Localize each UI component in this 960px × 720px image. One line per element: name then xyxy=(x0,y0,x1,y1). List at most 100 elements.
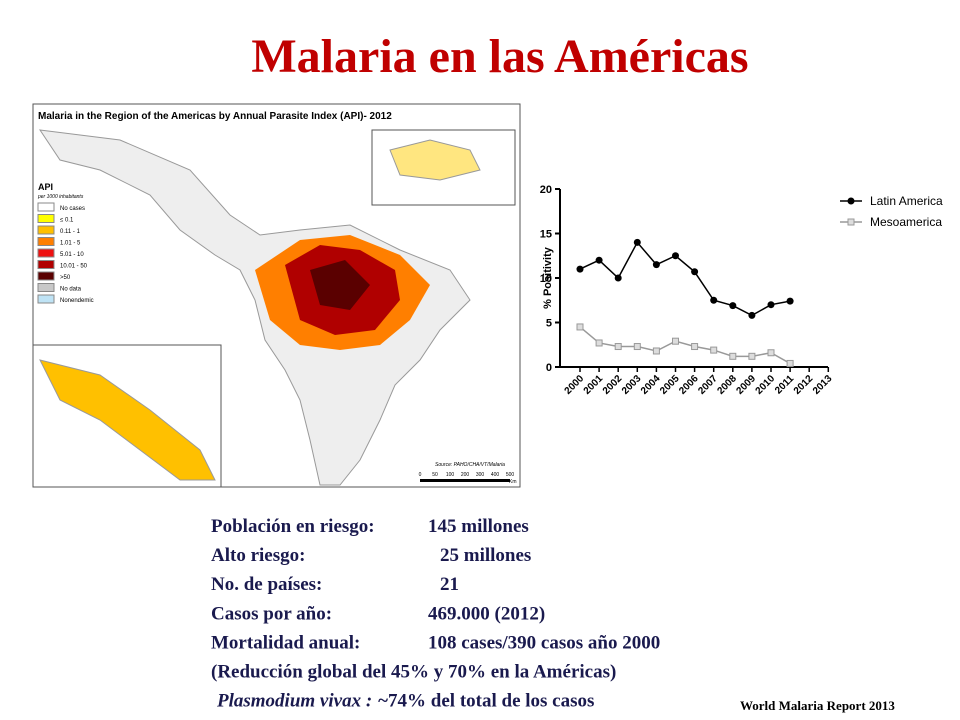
x-tick-label: 2007 xyxy=(696,373,720,397)
stat-value: ~74% del total de los casos xyxy=(378,691,594,712)
inset-land xyxy=(389,139,481,181)
land xyxy=(38,129,471,486)
map-scale-label: 100 xyxy=(446,472,455,478)
stat-value: 108 cases/390 casos año 2000 xyxy=(428,632,660,653)
map-legend-label: 0.11 - 1 xyxy=(60,229,81,235)
map-legend-swatch xyxy=(37,214,55,223)
map-scale-label: 200 xyxy=(461,472,470,478)
slide-title: Malaria en las Américas xyxy=(251,30,748,83)
y-tick-label: 5 xyxy=(546,318,552,330)
x-tick-label: 2000 xyxy=(563,373,587,397)
map-legend-title: API xyxy=(38,182,53,192)
y-tick-label: 20 xyxy=(540,184,552,196)
map-legend-swatch xyxy=(37,271,55,281)
marker xyxy=(576,323,584,331)
marker xyxy=(691,343,699,351)
map-legend-label: 1.01 - 5 xyxy=(60,241,81,247)
map-scale-label: 50 xyxy=(432,472,438,478)
map: Malaria in the Region of the Americas by… xyxy=(32,103,521,488)
marker xyxy=(595,256,603,264)
y-tick-label: 0 xyxy=(546,362,552,374)
map-legend-swatch xyxy=(37,237,55,246)
legend-marker xyxy=(847,218,855,226)
stat-label: Casos por año: xyxy=(211,603,332,624)
x-tick-label: 2013 xyxy=(811,373,835,397)
x-tick-label: 2012 xyxy=(792,373,816,397)
marker xyxy=(652,347,660,355)
map-legend-subtitle: per 1000 inhabitants xyxy=(37,194,84,200)
map-legend-label: 5.01 - 10 xyxy=(60,252,84,258)
inset-land xyxy=(39,359,216,481)
marker xyxy=(614,343,622,351)
x-tick-label: 2010 xyxy=(754,373,778,397)
map-legend-label: No data xyxy=(60,287,82,293)
x-tick-label: 2003 xyxy=(620,373,644,397)
map-legend-label: >50 xyxy=(60,275,71,281)
map-source: Source: PAHO/CHA/VT/Malaria xyxy=(435,462,505,468)
stat-label: Mortalidad anual: xyxy=(211,632,360,653)
map-legend-label: ≤ 0.1 xyxy=(60,218,74,224)
marker xyxy=(691,268,699,276)
map-legend-swatch xyxy=(37,294,55,304)
marker xyxy=(786,359,794,367)
legend-label: Latin America xyxy=(870,194,943,208)
y-tick-label: 10 xyxy=(540,273,552,285)
map-scale-unit: Km xyxy=(509,479,517,485)
stats: Población en riesgo: 145 millones Alto rie… xyxy=(211,516,660,712)
series-line xyxy=(579,326,791,365)
map-scale-label: 300 xyxy=(476,472,485,478)
marker xyxy=(614,274,622,282)
map-legend-swatch xyxy=(37,225,55,235)
map-scale-label: 500 xyxy=(506,472,515,478)
stat-label: Plasmodium vivax : xyxy=(216,691,372,712)
marker xyxy=(729,302,737,310)
map-title: Malaria in the Region of the Americas by… xyxy=(38,111,392,122)
marker xyxy=(729,352,737,360)
marker xyxy=(767,349,775,357)
marker xyxy=(595,339,603,347)
map-legend-label: No cases xyxy=(60,206,85,212)
marker xyxy=(786,297,794,305)
y-axis-label: % Positivity xyxy=(542,246,554,309)
marker xyxy=(672,337,679,345)
stat-label: Alto riesgo: xyxy=(211,545,305,566)
x-tick-label: 2009 xyxy=(735,373,759,397)
x-tick-label: 2008 xyxy=(715,373,739,397)
map-legend-swatch xyxy=(37,283,55,292)
marker xyxy=(672,252,679,260)
stat-value: 145 millones xyxy=(428,516,529,537)
x-tick-label: 2002 xyxy=(601,373,625,397)
marker xyxy=(652,261,660,269)
source: World Malaria Report 2013 xyxy=(740,698,895,713)
x-tick-label: 2004 xyxy=(639,373,663,397)
stat-label: Población en riesgo: xyxy=(211,516,375,537)
x-tick-label: 2001 xyxy=(582,373,606,397)
map-legend-swatch xyxy=(37,260,55,269)
stat-label: No. de países: xyxy=(211,574,322,595)
stat-value: 21 xyxy=(440,574,459,595)
series-line xyxy=(579,241,791,317)
line-chart: % Positivity 051015202000200120022003200… xyxy=(540,184,943,397)
map-scale-label: 0 xyxy=(419,472,422,478)
map-legend-swatch xyxy=(37,248,55,258)
marker xyxy=(748,352,756,360)
map-legend-label: Nonendemic xyxy=(60,298,94,304)
map-scale-bar xyxy=(420,479,510,482)
marker xyxy=(710,346,718,354)
marker xyxy=(767,301,775,309)
marker xyxy=(633,343,641,351)
map-scale-label: 400 xyxy=(491,472,500,478)
map-legend-swatch xyxy=(37,202,55,212)
legend-marker xyxy=(847,197,855,205)
map-legend-label: 10.01 - 50 xyxy=(60,264,88,270)
stat-value: 469.000 (2012) xyxy=(428,603,545,624)
legend-label: Mesoamerica xyxy=(870,215,942,229)
x-tick-label: 2005 xyxy=(658,373,682,397)
marker xyxy=(576,265,584,273)
marker xyxy=(748,311,756,319)
marker xyxy=(633,238,641,246)
y-tick-label: 15 xyxy=(540,229,552,241)
endemic-area-very-high xyxy=(310,260,370,310)
stat-label: (Reducción global del 45% y 70% en la Am… xyxy=(211,662,616,683)
